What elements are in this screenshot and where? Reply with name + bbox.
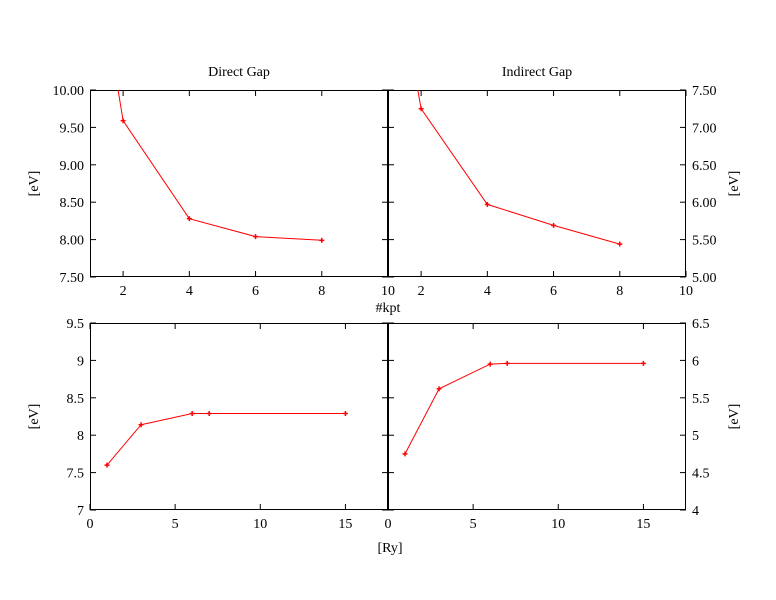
data-point (487, 361, 493, 367)
data-point (186, 216, 192, 222)
x-tick-label: 10 (253, 517, 267, 532)
x-tick-label: 10 (679, 284, 693, 299)
x-tick-label: 10 (551, 517, 565, 532)
x-tick-label: 0 (87, 517, 94, 532)
data-point (104, 462, 110, 468)
series-line (417, 90, 620, 245)
plot-frame (90, 90, 388, 277)
x-tick-label: 8 (318, 284, 325, 299)
direct-gap-cutoff-panel: 0 5 10 15 7 7.5 8 8.5 9 9.5 [eV] (27, 317, 388, 532)
y-tick-label: 9 (77, 354, 84, 369)
series-line (117, 90, 322, 241)
y-tick-label: 9.00 (60, 159, 85, 174)
x-tick-label: 2 (120, 284, 127, 299)
shared-xlabel-kpt: #kpt (376, 301, 401, 316)
data-point (504, 360, 510, 366)
plot-frame (388, 323, 686, 510)
y-tick-label: 5.50 (692, 234, 717, 249)
data-point (418, 106, 424, 112)
data-point (253, 234, 259, 240)
y-tick-label: 7.5 (67, 467, 85, 482)
direct-gap-kpt-panel: 2 4 6 8 10 7.50 8.00 8.50 9.00 9.50 10.00 Direct Ga… (27, 65, 395, 299)
x-tick-label: 6 (550, 284, 557, 299)
data-point (206, 411, 212, 417)
y-tick-label: 8 (77, 429, 84, 444)
data-point (189, 411, 195, 417)
indirect-gap-kpt-panel: 2 4 6 8 105.00 5.50 6.00 6.50 7.00 7.50 Indirect G… (388, 65, 742, 299)
y-tick-label: 6.50 (692, 159, 717, 174)
x-tick-label: 0 (385, 517, 392, 532)
y-tick-label: 7 (77, 504, 84, 519)
plot-frame (388, 90, 686, 277)
y-tick-label: 6.00 (692, 196, 717, 211)
y-tick-label: 9.5 (67, 317, 85, 332)
y-tick-label: 9.50 (60, 121, 85, 136)
x-tick-label: 5 (470, 517, 477, 532)
series-line (106, 413, 346, 466)
indirect-gap-cutoff-panel: 0 5 10 15 4 4.5 5 5.5 6 6.5 [eV] (385, 317, 743, 532)
data-point (640, 360, 646, 366)
y-tick-label: 4 (692, 504, 699, 519)
data-point (319, 237, 325, 243)
y-tick-label: 4.5 (692, 467, 710, 482)
plot-frame (90, 323, 388, 510)
data-point (484, 201, 490, 207)
data-point (402, 451, 408, 457)
y-tick-label: 5.00 (692, 271, 717, 286)
data-point (551, 222, 557, 228)
data-point (138, 422, 144, 428)
y-tick-label: 8.00 (60, 234, 85, 249)
data-point (436, 386, 442, 392)
x-tick-label: 4 (186, 284, 193, 299)
y-tick-label: 7.50 (692, 84, 717, 99)
chart-title: Indirect Gap (502, 65, 572, 80)
x-tick-label: 6 (252, 284, 259, 299)
x-tick-label: 4 (484, 284, 491, 299)
y-axis-label: [eV] (27, 171, 42, 197)
x-tick-label: 15 (636, 517, 650, 532)
y-tick-label: 6.5 (692, 317, 710, 332)
data-point (617, 241, 623, 247)
y-tick-label: 7.00 (692, 121, 717, 136)
x-tick-label: 8 (616, 284, 623, 299)
y-tick-label: 10.00 (53, 84, 85, 99)
y-axis-label: [eV] (727, 171, 742, 197)
y-tick-label: 8.5 (67, 392, 85, 407)
y-tick-label: 8.50 (60, 196, 85, 211)
y-tick-label: 7.50 (60, 271, 85, 286)
x-tick-label: 15 (338, 517, 352, 532)
x-tick-label: 2 (418, 284, 425, 299)
chart-title: Direct Gap (208, 65, 270, 80)
y-tick-label: 6 (692, 354, 699, 369)
y-tick-label: 5.5 (692, 392, 710, 407)
y-axis-label: [eV] (27, 404, 42, 430)
data-point (342, 411, 348, 417)
y-tick-label: 5 (692, 429, 699, 444)
series-line (404, 362, 644, 455)
x-tick-label: 10 (381, 284, 395, 299)
y-axis-label: [eV] (727, 404, 742, 430)
shared-xlabel-ry: [Ry] (377, 541, 402, 556)
data-point (120, 118, 126, 124)
x-tick-label: 5 (172, 517, 179, 532)
